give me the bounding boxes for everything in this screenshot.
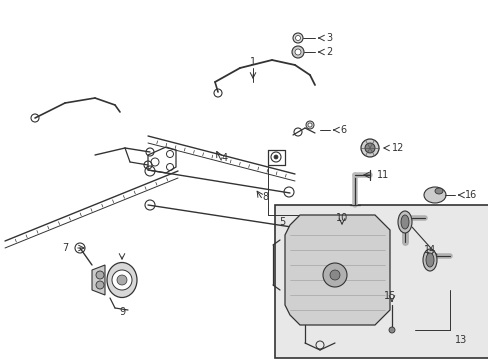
- Circle shape: [96, 271, 104, 279]
- Text: 12: 12: [391, 143, 404, 153]
- Ellipse shape: [397, 211, 411, 233]
- Polygon shape: [92, 265, 105, 295]
- Bar: [274, 205, 488, 358]
- Circle shape: [294, 49, 301, 55]
- Circle shape: [323, 263, 346, 287]
- Ellipse shape: [107, 262, 137, 297]
- Text: 9: 9: [119, 307, 125, 317]
- Text: 15: 15: [383, 291, 395, 301]
- Circle shape: [305, 121, 313, 129]
- Text: 16: 16: [464, 190, 476, 200]
- Polygon shape: [285, 215, 389, 325]
- Circle shape: [307, 123, 311, 127]
- Circle shape: [388, 327, 394, 333]
- Ellipse shape: [423, 187, 445, 203]
- Text: 5: 5: [278, 217, 285, 227]
- Text: 10: 10: [335, 213, 347, 223]
- Circle shape: [329, 270, 339, 280]
- Circle shape: [117, 275, 127, 285]
- Circle shape: [273, 155, 278, 159]
- Ellipse shape: [400, 215, 408, 229]
- Text: 7: 7: [61, 243, 68, 253]
- Text: 1: 1: [249, 57, 256, 67]
- Circle shape: [96, 281, 104, 289]
- Text: 13: 13: [454, 335, 467, 345]
- Circle shape: [295, 36, 300, 41]
- Circle shape: [360, 139, 378, 157]
- Text: 14: 14: [423, 245, 435, 255]
- Ellipse shape: [422, 249, 436, 271]
- Circle shape: [291, 46, 304, 58]
- Ellipse shape: [434, 188, 442, 194]
- Text: 11: 11: [376, 170, 388, 180]
- Text: 2: 2: [325, 47, 331, 57]
- Text: 6: 6: [339, 125, 346, 135]
- Ellipse shape: [425, 253, 433, 267]
- Circle shape: [112, 270, 132, 290]
- Circle shape: [292, 33, 303, 43]
- Circle shape: [364, 143, 374, 153]
- Text: 8: 8: [262, 192, 267, 202]
- Text: 4: 4: [222, 153, 227, 163]
- Text: 3: 3: [325, 33, 331, 43]
